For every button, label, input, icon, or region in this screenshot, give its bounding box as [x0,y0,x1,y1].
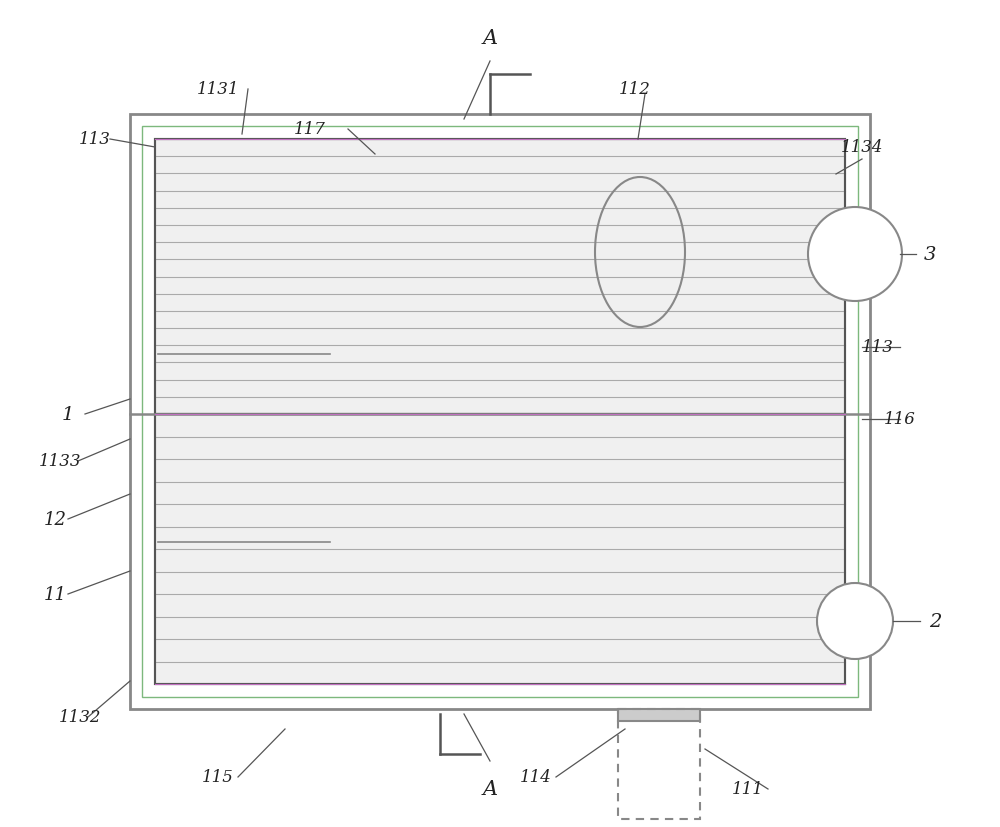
Text: A: A [482,780,498,799]
Text: 112: 112 [619,81,651,98]
Text: 114: 114 [520,768,552,786]
Text: 115: 115 [202,768,234,786]
Text: 1131: 1131 [197,81,239,98]
Text: 3: 3 [924,246,936,264]
Circle shape [808,208,902,302]
Text: 1134: 1134 [841,139,883,156]
Text: 111: 111 [732,781,764,797]
Text: A: A [482,28,498,47]
Text: 117: 117 [294,122,326,138]
Text: 12: 12 [44,510,67,528]
Bar [142,127,858,697]
Text: 116: 116 [884,411,916,428]
Bar [618,709,700,721]
Text: 1132: 1132 [59,709,101,725]
Bar [618,709,700,819]
Bar [155,414,845,684]
Text: 113: 113 [862,339,894,356]
Bar [155,140,845,414]
Text: 1133: 1133 [39,453,81,470]
Text: 11: 11 [44,586,67,603]
Text: 113: 113 [79,131,111,148]
Bar [155,140,845,414]
Circle shape [817,583,893,659]
Text: 1: 1 [62,405,74,423]
Bar [130,115,870,709]
Bar [155,414,845,684]
Text: 2: 2 [929,612,941,630]
